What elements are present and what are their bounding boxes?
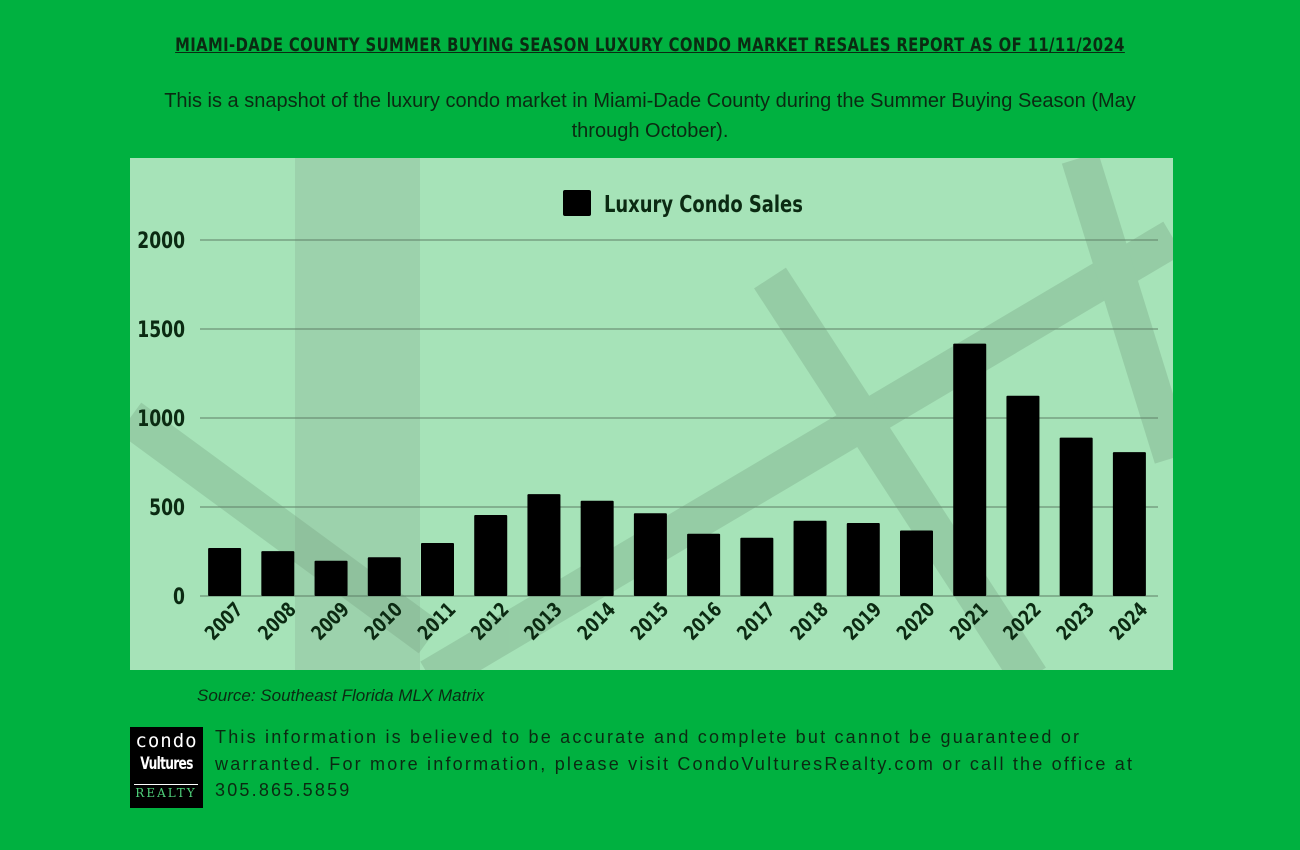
x-tick-label: 2018: [786, 598, 833, 645]
background-block: [295, 158, 420, 670]
x-tick-label: 2024: [1105, 598, 1152, 645]
chart-panel: 0 500 1000 1500 2000 2007 2008 2009 2010 2011 201…: [130, 158, 1173, 670]
y-tick-label: 500: [149, 495, 185, 521]
x-tick-label: 2015: [626, 598, 673, 645]
bar: [687, 533, 721, 596]
y-tick-label: 1500: [137, 317, 185, 343]
report-title: MIAMI-DADE COUNTY SUMMER BUYING SEASON L…: [175, 34, 1125, 56]
legend-swatch: [563, 190, 591, 216]
source-note: Source: Southeast Florida MLX Matrix: [197, 686, 485, 705]
condo-vultures-logo: condo Vultures REALTY: [130, 727, 203, 808]
x-tick-label: 2019: [839, 598, 886, 645]
x-tick-label: 2007: [201, 598, 248, 645]
x-tick-label: 2020: [893, 598, 940, 645]
logo-line-1: condo: [135, 730, 198, 752]
bar: [421, 542, 454, 596]
bar: [1059, 437, 1093, 596]
bar: [367, 557, 401, 596]
bar: [740, 537, 774, 596]
x-tick-label: 2023: [1052, 598, 1099, 645]
report-subtitle: This is a snapshot of the luxury condo m…: [164, 90, 1136, 142]
bar: [633, 513, 667, 596]
logo-line-3: REALTY: [134, 784, 198, 800]
bar: [846, 523, 880, 596]
y-tick-label: 2000: [137, 228, 185, 254]
x-tick-label: 2017: [733, 598, 780, 645]
bar: [1112, 452, 1146, 596]
bar: [1006, 395, 1040, 596]
bar: [527, 494, 561, 596]
bar: [261, 551, 295, 596]
disclaimer-text: This information is believed to be accur…: [215, 727, 1135, 800]
x-tick-label: 2016: [680, 598, 727, 645]
bar: [580, 500, 614, 596]
bar: [900, 530, 933, 596]
bar: [953, 343, 987, 596]
bar: [314, 560, 348, 596]
y-tick-label: 1000: [137, 406, 185, 432]
bar: [208, 547, 242, 596]
bar: [793, 520, 827, 596]
bar: [474, 515, 508, 596]
logo-line-2: Vultures: [140, 754, 193, 774]
x-tick-label: 2008: [254, 598, 301, 645]
background-pattern: [130, 158, 1173, 670]
y-tick-label: 0: [173, 584, 185, 610]
legend-label: Luxury Condo Sales: [604, 191, 803, 218]
